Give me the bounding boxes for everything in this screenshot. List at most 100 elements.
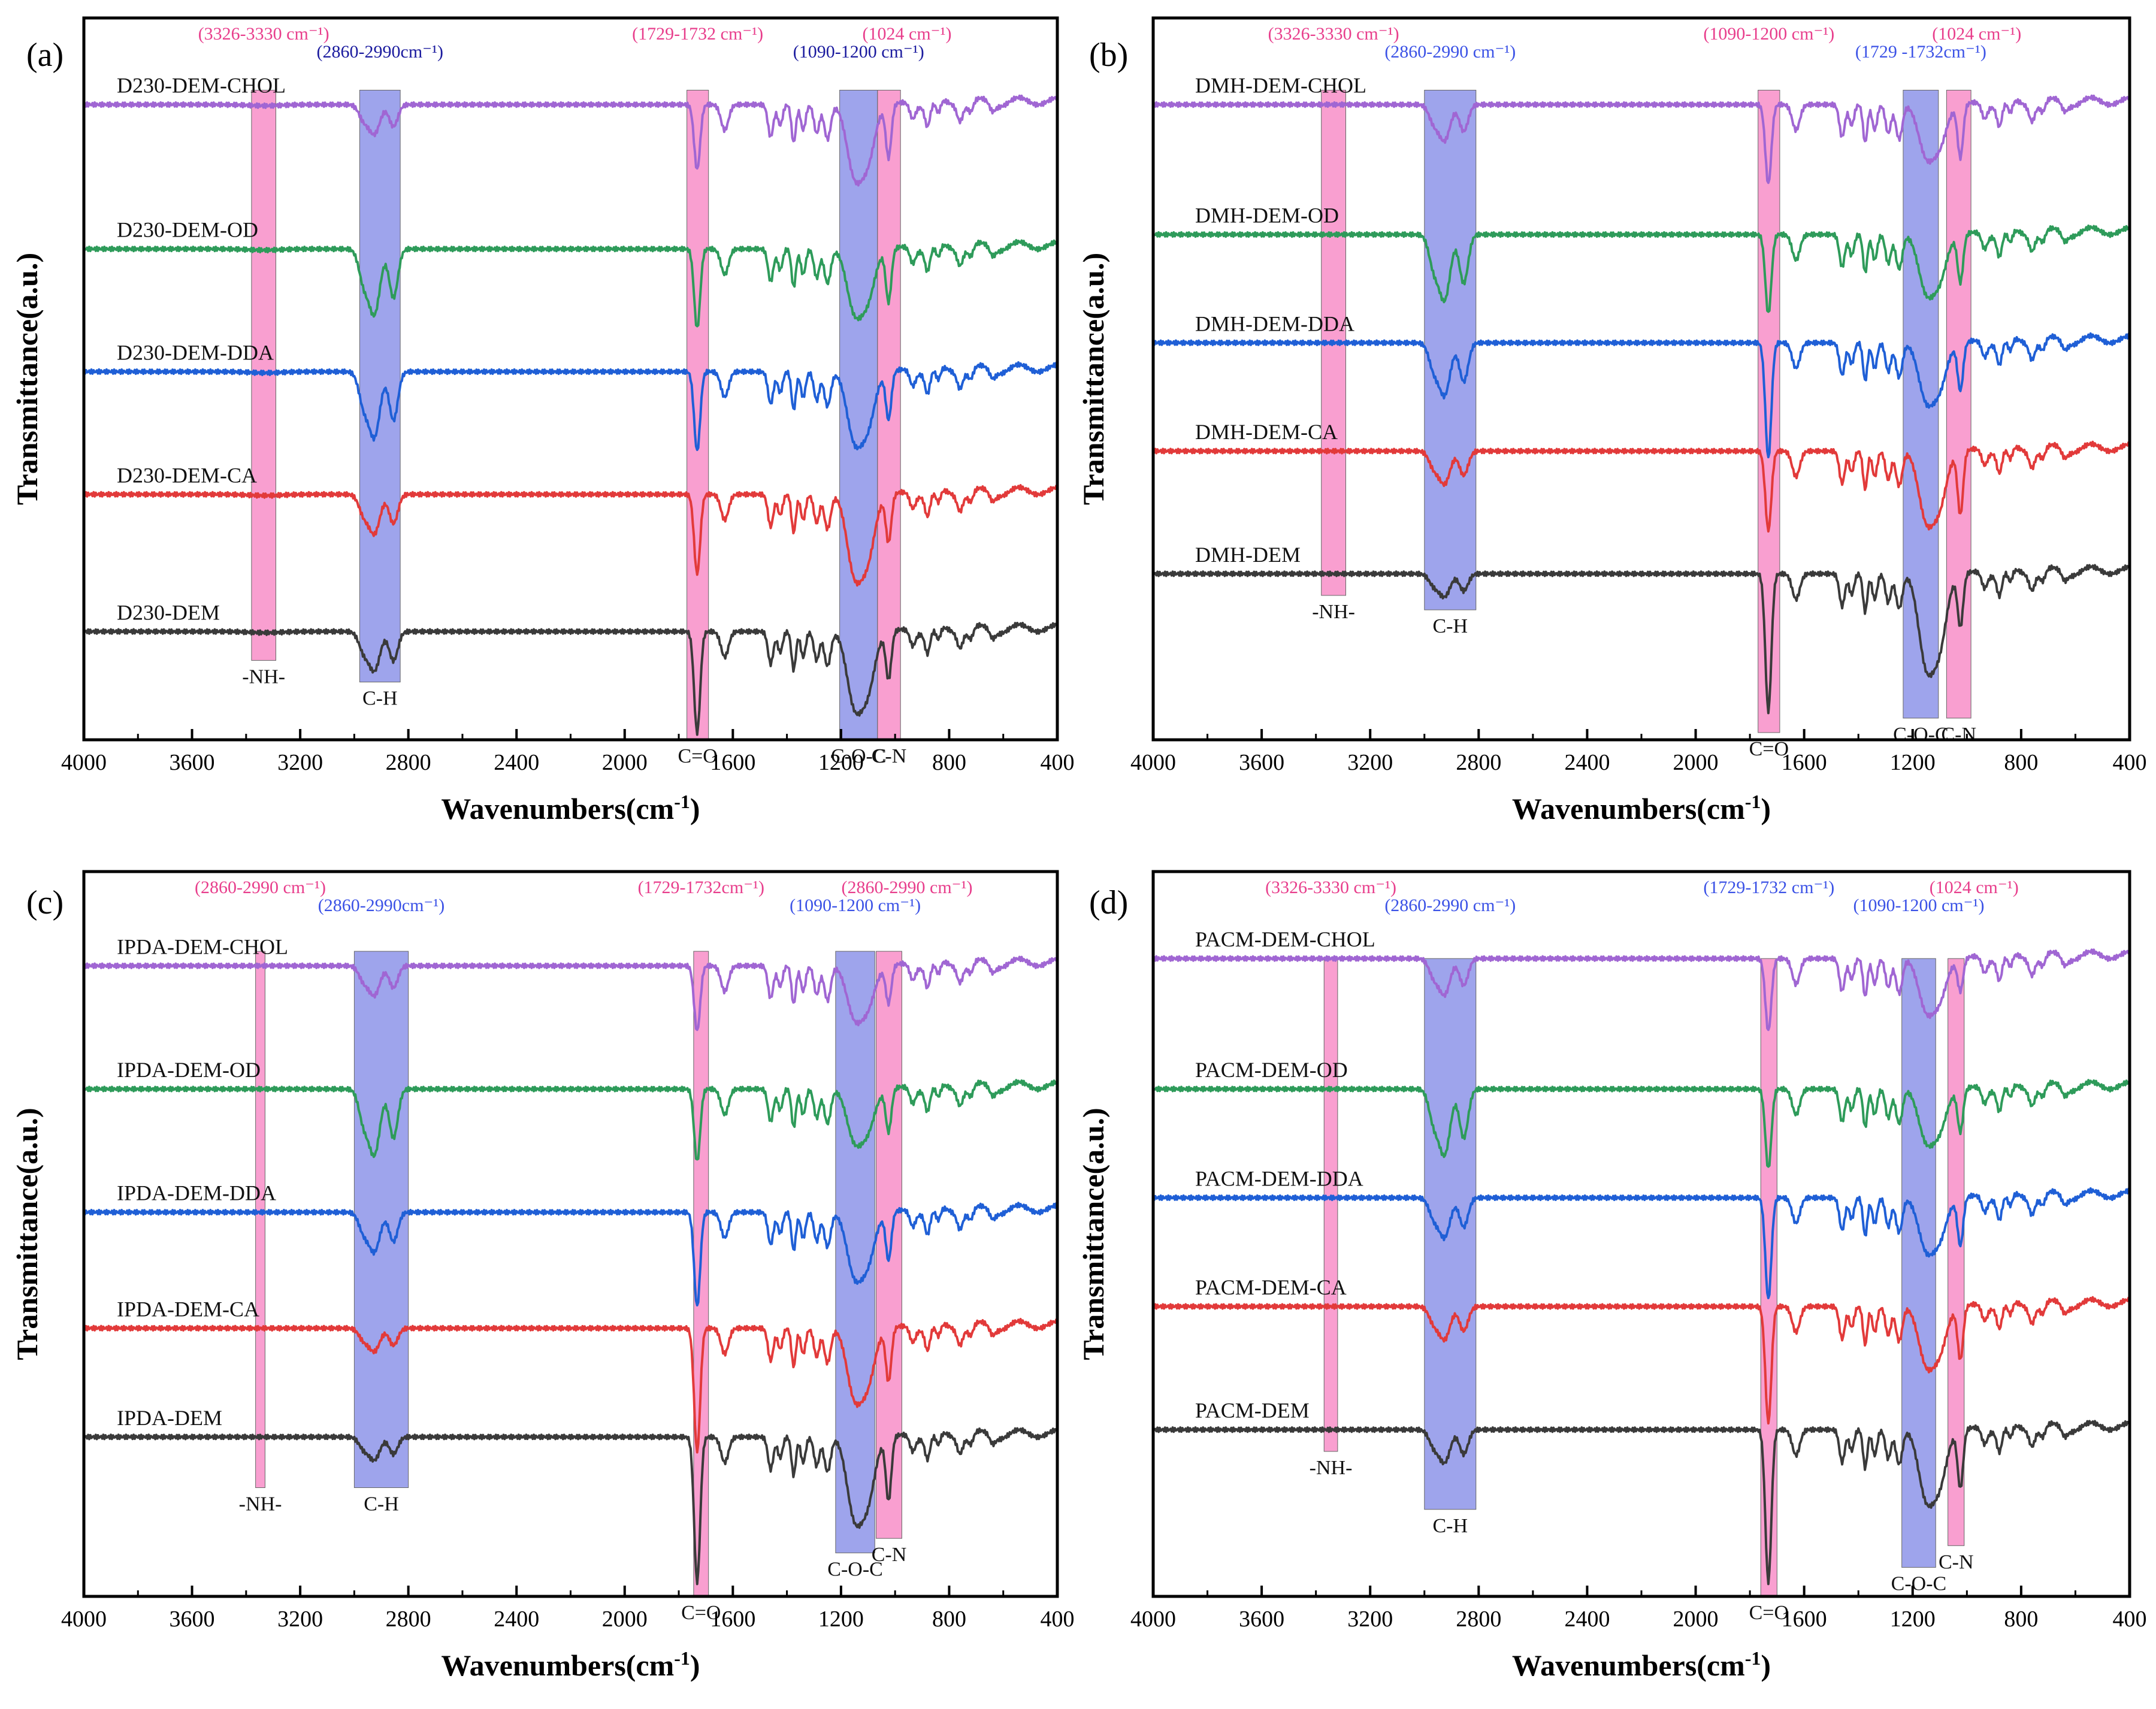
series-line xyxy=(1152,564,2131,715)
x-tick-label: 1200 xyxy=(818,750,864,775)
band-label: C-H xyxy=(1433,1515,1468,1537)
band-label: -NH- xyxy=(1310,1457,1353,1479)
band-ch xyxy=(1424,90,1477,610)
series-label: D230-DEM xyxy=(117,600,220,624)
x-tick-label: 1600 xyxy=(710,750,755,775)
x-tick-label: 2800 xyxy=(386,1607,431,1632)
series-label: IPDA-DEM-OD xyxy=(117,1058,261,1082)
band-ch xyxy=(359,90,401,683)
panel-4: -NH- (3326-3330 cm⁻¹) C-H (2860-2990 cm⁻¹) C… xyxy=(1077,870,2147,1682)
band-header: (1729-1732 cm⁻¹) xyxy=(1703,878,1834,897)
band-header: (1024 cm⁻¹) xyxy=(1930,878,2019,897)
y-axis-label: Transmittance(a.u.) xyxy=(10,253,44,505)
band-cn xyxy=(876,951,902,1539)
series-line xyxy=(1152,440,2131,533)
band-label: C-H xyxy=(364,1493,399,1516)
band-label: C-N xyxy=(872,745,907,767)
panel-2: -NH- (3326-3330 cm⁻¹) C-H (2860-2990 cm⁻¹) C… xyxy=(1077,16,2147,825)
x-tick-label: 400 xyxy=(1041,750,1075,775)
plot-frame xyxy=(1151,870,2131,1598)
series-line xyxy=(1152,1296,2131,1425)
x-axis-label: Wavenumbers(cm-1) xyxy=(1512,791,1771,825)
x-tick-label: 3200 xyxy=(1347,1607,1393,1632)
band-label: C-O-C xyxy=(1891,1573,1947,1595)
series-label: D230-DEM-DDA xyxy=(117,340,274,364)
x-axis-label: Wavenumbers(cm-1) xyxy=(1512,1647,1771,1682)
plot-frame xyxy=(1151,16,2131,742)
band-label: C=O xyxy=(1749,1602,1789,1624)
band-label: -NH- xyxy=(242,666,285,688)
x-tick-label: 800 xyxy=(2004,750,2038,775)
series-line xyxy=(1152,332,2131,459)
x-tick-label: 2400 xyxy=(494,1607,539,1632)
band-label: C-O-C xyxy=(831,745,887,767)
x-tick-label: 2800 xyxy=(1456,1607,1501,1632)
band-label: C-N xyxy=(872,1544,907,1566)
series-line xyxy=(83,1427,1059,1586)
band-header: (2860-2990 cm⁻¹) xyxy=(842,878,973,897)
x-tick-label: 3200 xyxy=(277,1607,323,1632)
series-label: IPDA-DEM xyxy=(117,1406,222,1430)
series-line xyxy=(83,622,1059,736)
x-tick-label: 2000 xyxy=(602,1607,648,1632)
series-label: DMH-DEM-DDA xyxy=(1195,311,1354,335)
series-label: D230-DEM-CHOL xyxy=(117,74,286,98)
band-label: C-N xyxy=(1941,724,1976,746)
x-tick-label: 3200 xyxy=(277,750,323,775)
series-label: D230-DEM-CA xyxy=(117,463,257,487)
panel-label: (a) xyxy=(26,37,63,74)
x-tick-label: 2400 xyxy=(494,750,539,775)
x-tick-label: 3600 xyxy=(170,750,215,775)
x-tick-label: 3200 xyxy=(1347,750,1393,775)
band-label: C=O xyxy=(678,745,717,767)
series-label: DMH-DEM xyxy=(1195,543,1301,567)
series-line xyxy=(1152,94,2131,184)
series-label: DMH-DEM-OD xyxy=(1195,204,1339,228)
band-label: C-H xyxy=(1433,615,1468,637)
band-label: C-O-C xyxy=(827,1558,883,1580)
x-tick-label: 1600 xyxy=(1782,750,1827,775)
x-tick-label: 2000 xyxy=(1673,1607,1719,1632)
band-header: (1090-1200 cm⁻¹) xyxy=(793,42,924,62)
band-label: C-H xyxy=(362,688,398,710)
band-header: (2860-2990 cm⁻¹) xyxy=(195,878,326,897)
x-tick-label: 800 xyxy=(932,750,966,775)
series-line xyxy=(83,361,1059,451)
x-tick-label: 2800 xyxy=(1456,750,1501,775)
series-label: IPDA-DEM-CHOL xyxy=(117,934,288,958)
band-header: (1024 cm⁻¹) xyxy=(863,24,952,44)
band-ch xyxy=(1424,958,1477,1510)
band-label: -NH- xyxy=(1312,601,1355,623)
x-tick-label: 2400 xyxy=(1564,750,1610,775)
panel-label: (b) xyxy=(1089,37,1128,74)
band-header: (2860-2990cm⁻¹) xyxy=(318,896,444,915)
series-line xyxy=(1152,224,2130,313)
band-header: (1090-1200 cm⁻¹) xyxy=(1853,896,1984,915)
series-line xyxy=(83,955,1059,1032)
series-line xyxy=(1152,948,2131,1032)
x-tick-label: 1200 xyxy=(1890,1607,1936,1632)
series-line xyxy=(83,94,1059,187)
x-tick-label: 2800 xyxy=(386,750,431,775)
band-label: C-N xyxy=(1939,1551,1974,1573)
band-coc xyxy=(839,90,878,740)
x-tick-label: 2400 xyxy=(1564,1607,1610,1632)
band-header: (1729 -1732cm⁻¹) xyxy=(1855,42,1986,62)
series-label: PACM-DEM-CHOL xyxy=(1195,927,1375,951)
x-tick-label: 2000 xyxy=(1673,750,1719,775)
band-label: -NH- xyxy=(239,1493,282,1516)
band-header: (3326-3330 cm⁻¹) xyxy=(198,24,329,44)
series-line xyxy=(83,1202,1059,1306)
band-label: C=O xyxy=(1749,738,1789,760)
series-label: PACM-DEM-OD xyxy=(1195,1058,1348,1082)
x-tick-label: 3600 xyxy=(1239,1607,1284,1632)
x-tick-label: 800 xyxy=(2004,1607,2038,1632)
x-axis-label: Wavenumbers(cm-1) xyxy=(441,791,700,825)
x-tick-label: 3600 xyxy=(1239,750,1284,775)
band-label: C-O-C xyxy=(1893,724,1949,746)
series-label: IPDA-DEM-CA xyxy=(117,1297,259,1321)
y-axis-label: Transmittance(a.u.) xyxy=(10,1108,44,1360)
series-line xyxy=(83,1079,1058,1161)
y-axis-label: Transmittance(a.u.) xyxy=(1077,1108,1110,1360)
series-line xyxy=(83,484,1059,587)
